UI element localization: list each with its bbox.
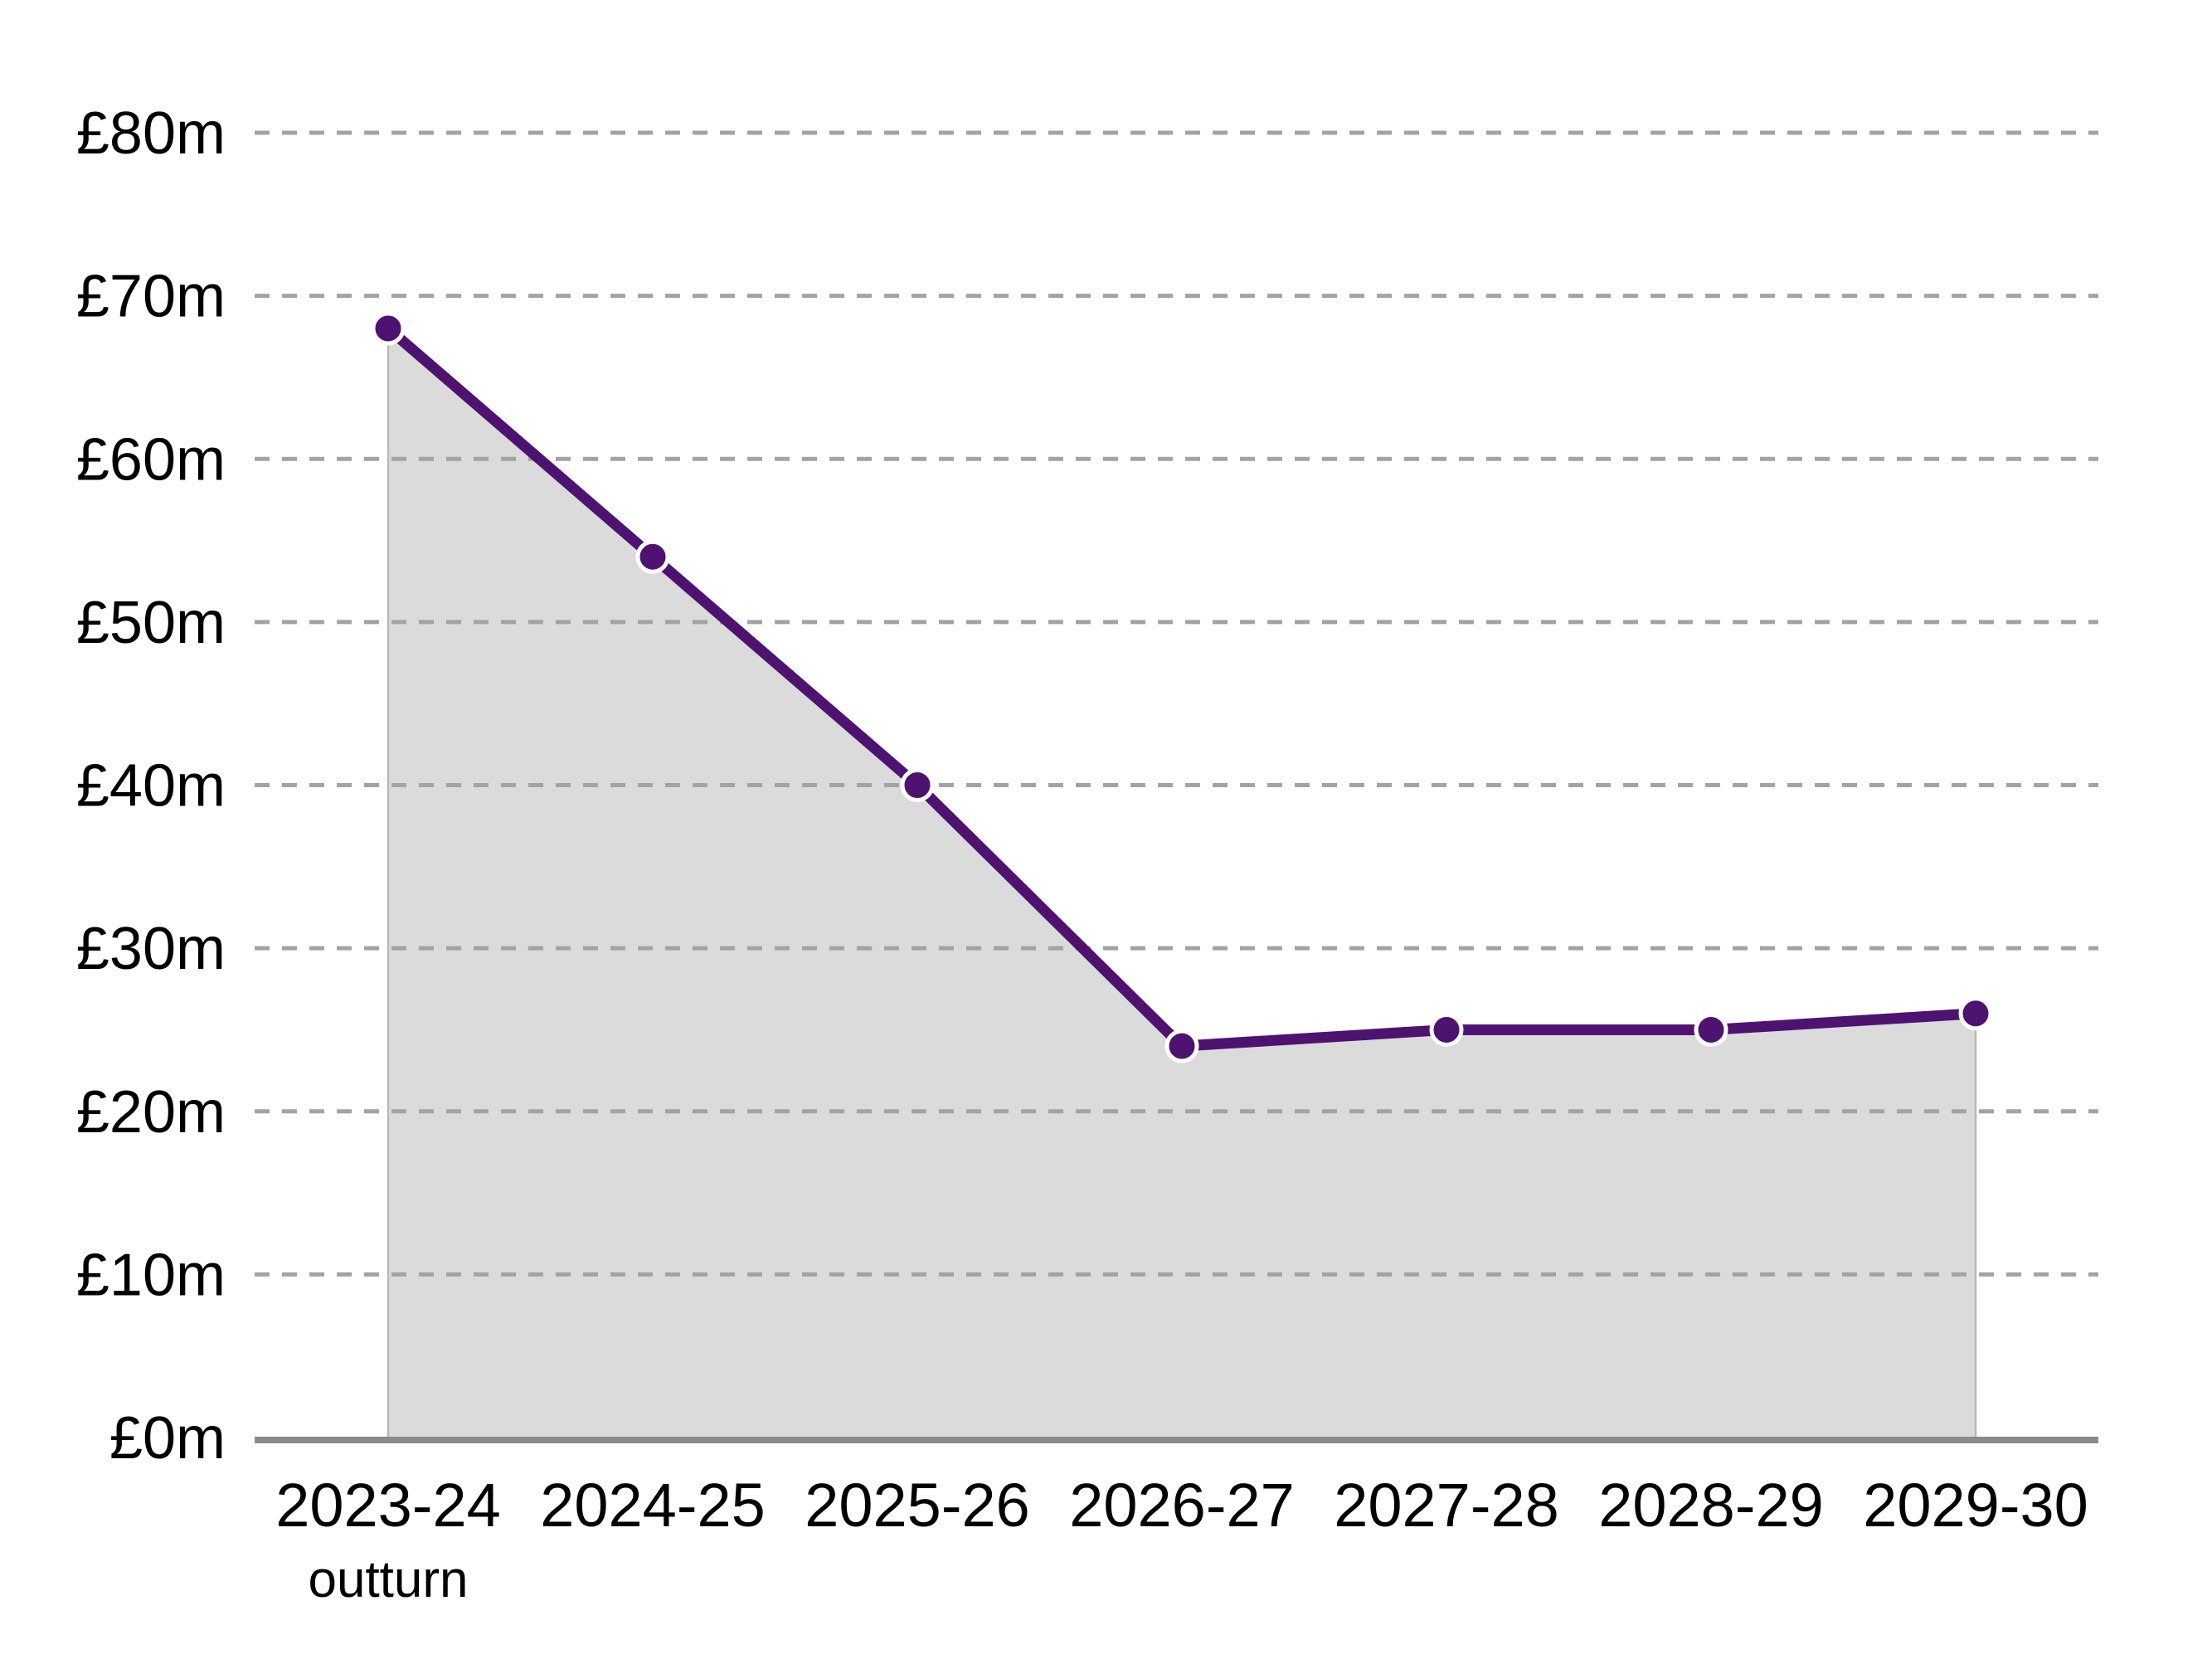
data-point-marker-2029-30 (1958, 996, 1993, 1031)
x-tick-label-2024-25: 2024-25 (540, 1471, 766, 1540)
y-tick-label-20: £20m (76, 1079, 226, 1146)
x-axis-layer (255, 1437, 2098, 1443)
data-point-marker-2028-29 (1694, 1012, 1728, 1047)
data-point-marker-2023-24 (371, 311, 406, 346)
y-tick-label-60: £60m (76, 426, 226, 493)
area-fill (388, 328, 1976, 1438)
y-tick-label-50: £50m (76, 590, 226, 656)
data-point-marker-2026-27 (1164, 1029, 1199, 1063)
y-tick-label-0: £0m (109, 1405, 226, 1472)
x-axis-labels-layer: 2023-24 outturn 2024-25 2025-26 2026-27 2027-… (275, 1471, 2088, 1608)
x-axis-line (255, 1437, 2098, 1443)
y-tick-label-40: £40m (76, 753, 226, 820)
data-point-marker-2027-28 (1429, 1012, 1464, 1047)
y-axis-labels-layer: £0m £10m £20m £30m £40m £50m £60m £70m £80m (76, 100, 226, 1472)
y-tick-label-30: £30m (76, 916, 226, 982)
data-points-layer (371, 311, 1993, 1063)
y-tick-label-70: £70m (76, 264, 226, 330)
x-tick-label-2025-26: 2025-26 (805, 1471, 1030, 1540)
data-point-marker-2025-26 (900, 768, 935, 802)
gridlines-layer (255, 130, 2098, 1277)
data-point-marker-2024-25 (635, 539, 670, 574)
area-fill-layer (386, 328, 1977, 1438)
x-tick-label-2029-30: 2029-30 (1863, 1471, 2088, 1540)
x-tick-label-2027-28: 2027-28 (1334, 1471, 1559, 1540)
x-tick-label-2028-29: 2028-29 (1598, 1471, 1824, 1540)
x-tick-sublabel-2023-24: outturn (308, 1551, 468, 1608)
y-tick-label-80: £80m (76, 100, 226, 167)
y-tick-label-10: £10m (76, 1242, 226, 1308)
x-tick-label-2023-24: 2023-24 (275, 1471, 501, 1540)
x-tick-label-2026-27: 2026-27 (1069, 1471, 1295, 1540)
